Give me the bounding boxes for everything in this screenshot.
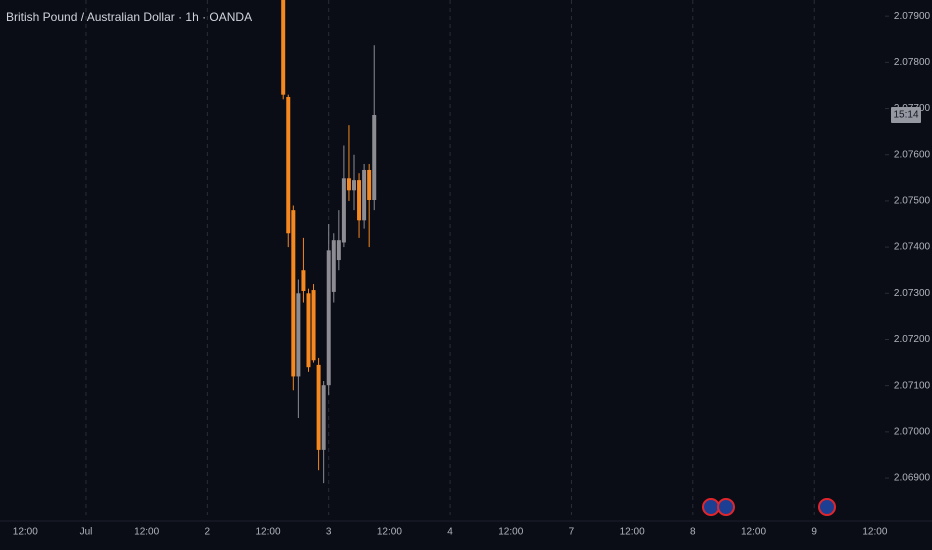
x-tick-label: 3: [326, 527, 332, 538]
x-tick-label: 12:00: [498, 527, 523, 538]
price-label-box: [891, 107, 921, 124]
candle-body: [331, 240, 336, 292]
x-tick-label: 7: [569, 527, 575, 538]
y-tick-label: 2.07400: [894, 242, 931, 253]
candle-body: [346, 178, 351, 191]
event-icon[interactable]: [702, 498, 720, 516]
chart-title: British Pound / Australian Dollar · 1h ·…: [6, 10, 252, 24]
candle-body: [286, 96, 291, 234]
y-tick-label: 2.07300: [894, 288, 931, 299]
candle-body: [357, 180, 362, 221]
countdown-label: 15:14: [893, 110, 918, 121]
candle-body: [321, 385, 326, 450]
y-tick-label: 2.07600: [894, 149, 931, 160]
candle-body: [336, 240, 341, 261]
candle-body: [352, 180, 356, 191]
candle-body: [311, 290, 316, 361]
candle-body: [301, 270, 306, 291]
event-icon[interactable]: [717, 498, 735, 516]
candle-body: [291, 210, 296, 377]
x-tick-label: 9: [811, 527, 817, 538]
candle-body: [281, 0, 286, 95]
x-tick-label: 12:00: [13, 527, 38, 538]
x-tick-label: 2: [205, 527, 211, 538]
y-tick-label: 2.07500: [894, 196, 931, 207]
y-tick-label: 2.06900: [894, 473, 931, 484]
y-tick-label: 2.07200: [894, 334, 931, 345]
x-tick-label: 12:00: [862, 527, 887, 538]
y-tick-label: 2.07000: [894, 427, 931, 438]
x-tick-label: 8: [690, 527, 696, 538]
y-tick-label: 2.07900: [894, 11, 931, 22]
y-tick-label: 2.07800: [894, 57, 931, 68]
candle-body: [316, 364, 321, 450]
x-tick-label: 4: [447, 527, 453, 538]
event-icon[interactable]: [818, 498, 836, 516]
candle-body: [306, 293, 311, 368]
candle-layer: [281, 0, 377, 484]
candle-body: [362, 169, 367, 221]
candle-body: [372, 115, 377, 200]
x-tick-label: Jul: [80, 527, 93, 538]
y-tick-label: 2.07100: [894, 380, 931, 391]
candle-body: [341, 178, 346, 243]
event-icons: [702, 498, 836, 516]
x-tick-label: 12:00: [741, 527, 766, 538]
x-tick-label: 12:00: [134, 527, 159, 538]
candle-body: [326, 250, 331, 386]
candle-body: [367, 169, 372, 200]
x-tick-label: 12:00: [256, 527, 281, 538]
axis-layer: 2.06900 2.07000 2.07100 2.07200 2.07300 2.074…: [0, 11, 932, 538]
x-tick-label: 12:00: [377, 527, 402, 538]
candle-body: [296, 293, 301, 377]
x-tick-label: 12:00: [620, 527, 645, 538]
